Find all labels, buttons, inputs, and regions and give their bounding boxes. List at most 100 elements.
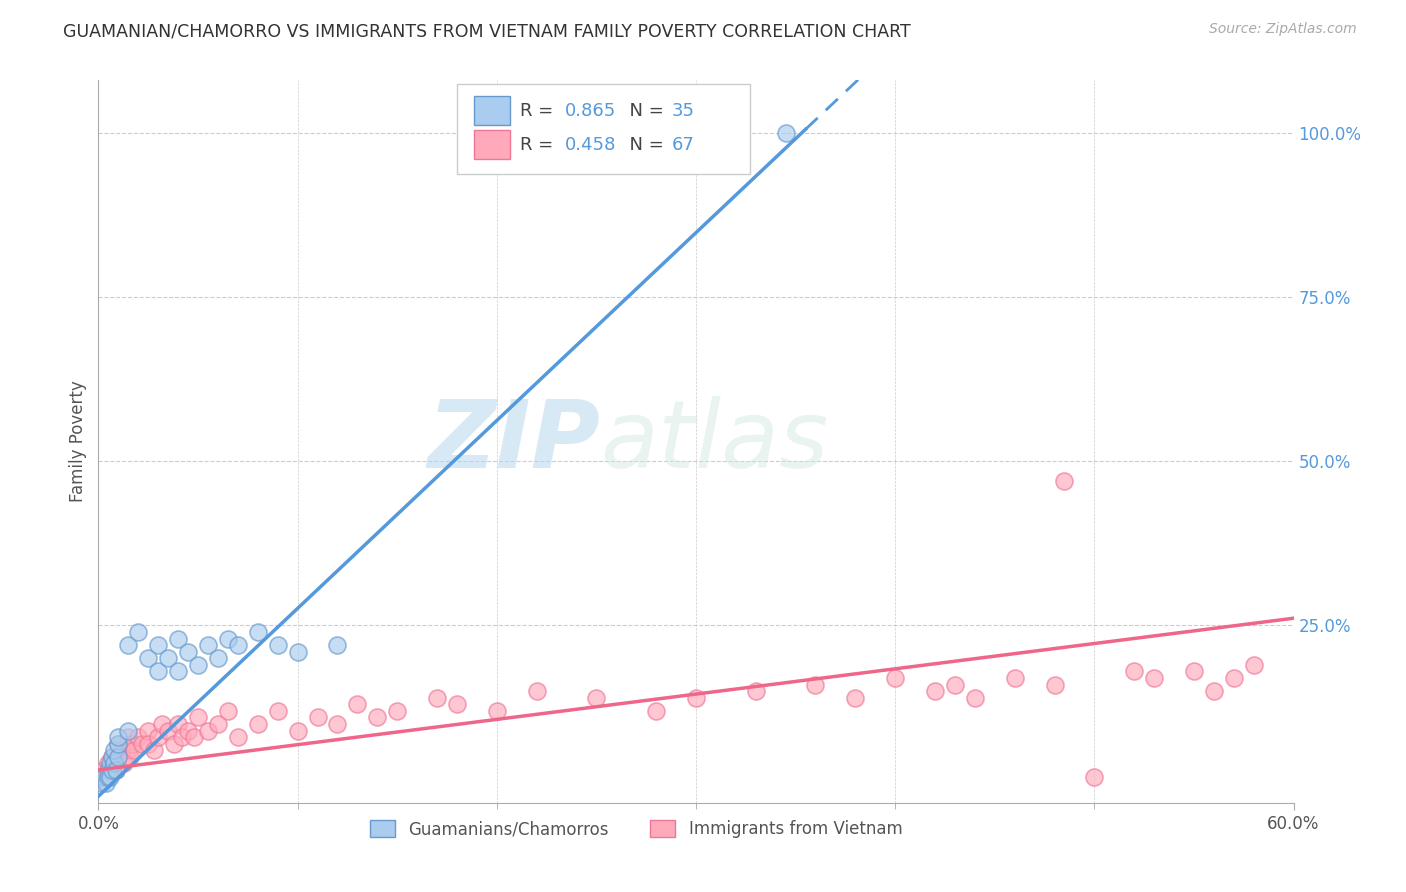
- Point: [107, 737, 129, 751]
- Point: [366, 710, 388, 724]
- Point: [117, 638, 139, 652]
- Point: [197, 638, 219, 652]
- Point: [884, 671, 907, 685]
- Point: [307, 710, 329, 724]
- FancyBboxPatch shape: [457, 84, 749, 174]
- Point: [163, 737, 186, 751]
- Point: [187, 710, 209, 724]
- Point: [103, 756, 125, 771]
- Point: [93, 770, 115, 784]
- Point: [385, 704, 409, 718]
- Point: [101, 749, 124, 764]
- Point: [172, 730, 194, 744]
- Point: [96, 776, 118, 790]
- Text: 67: 67: [672, 136, 695, 153]
- Point: [98, 770, 122, 784]
- Point: [112, 756, 135, 771]
- Point: [183, 730, 205, 744]
- Point: [267, 704, 290, 718]
- Point: [127, 625, 149, 640]
- Text: 0.458: 0.458: [565, 136, 616, 153]
- Point: [143, 743, 166, 757]
- Point: [103, 743, 125, 757]
- FancyBboxPatch shape: [474, 130, 509, 159]
- Point: [207, 651, 229, 665]
- Point: [446, 698, 468, 712]
- Point: [326, 717, 349, 731]
- Point: [136, 723, 159, 738]
- Point: [645, 704, 668, 718]
- Text: R =: R =: [520, 136, 560, 153]
- Point: [246, 625, 269, 640]
- Point: [97, 756, 120, 771]
- Text: atlas: atlas: [600, 396, 828, 487]
- Point: [93, 763, 115, 777]
- Point: [101, 749, 124, 764]
- Point: [287, 645, 309, 659]
- Point: [157, 651, 180, 665]
- Point: [117, 743, 139, 757]
- Point: [207, 717, 229, 731]
- Point: [963, 690, 986, 705]
- Point: [148, 730, 170, 744]
- Point: [117, 723, 139, 738]
- Point: [91, 770, 114, 784]
- Point: [167, 717, 190, 731]
- Point: [1223, 671, 1246, 685]
- Point: [217, 632, 239, 646]
- Point: [526, 684, 548, 698]
- Text: N =: N =: [619, 136, 669, 153]
- Point: [136, 651, 159, 665]
- Point: [107, 749, 129, 764]
- Point: [943, 677, 966, 691]
- Point: [91, 776, 114, 790]
- Point: [120, 749, 142, 764]
- Point: [226, 638, 249, 652]
- Text: 35: 35: [672, 102, 695, 120]
- Point: [121, 737, 143, 751]
- Point: [97, 763, 120, 777]
- Point: [107, 737, 129, 751]
- Point: [1053, 474, 1076, 488]
- Point: [101, 763, 124, 777]
- Point: [1182, 665, 1205, 679]
- Point: [117, 730, 139, 744]
- Point: [105, 763, 128, 777]
- Text: N =: N =: [619, 102, 669, 120]
- Point: [148, 665, 170, 679]
- Point: [148, 638, 170, 652]
- Point: [127, 730, 149, 744]
- Point: [426, 690, 449, 705]
- Point: [745, 684, 768, 698]
- Point: [844, 690, 866, 705]
- Point: [111, 743, 134, 757]
- Point: [97, 770, 120, 784]
- Text: 0.865: 0.865: [565, 102, 616, 120]
- Text: Source: ZipAtlas.com: Source: ZipAtlas.com: [1209, 22, 1357, 37]
- Point: [267, 638, 290, 652]
- Point: [96, 770, 118, 784]
- Point: [485, 704, 508, 718]
- Point: [326, 638, 349, 652]
- Legend: Guamanians/Chamorros, Immigrants from Vietnam: Guamanians/Chamorros, Immigrants from Vi…: [363, 814, 910, 845]
- Point: [187, 657, 209, 672]
- Point: [98, 763, 122, 777]
- Point: [105, 763, 128, 777]
- Point: [107, 730, 129, 744]
- Point: [217, 704, 239, 718]
- Point: [107, 749, 129, 764]
- Point: [585, 690, 607, 705]
- Point: [103, 756, 125, 771]
- Point: [1243, 657, 1265, 672]
- Text: R =: R =: [520, 102, 560, 120]
- Point: [685, 690, 707, 705]
- Point: [167, 665, 190, 679]
- Point: [177, 723, 200, 738]
- Point: [287, 723, 309, 738]
- Point: [1083, 770, 1105, 784]
- Point: [1143, 671, 1166, 685]
- Point: [1202, 684, 1225, 698]
- Point: [98, 756, 122, 771]
- Point: [924, 684, 946, 698]
- Point: [775, 126, 797, 140]
